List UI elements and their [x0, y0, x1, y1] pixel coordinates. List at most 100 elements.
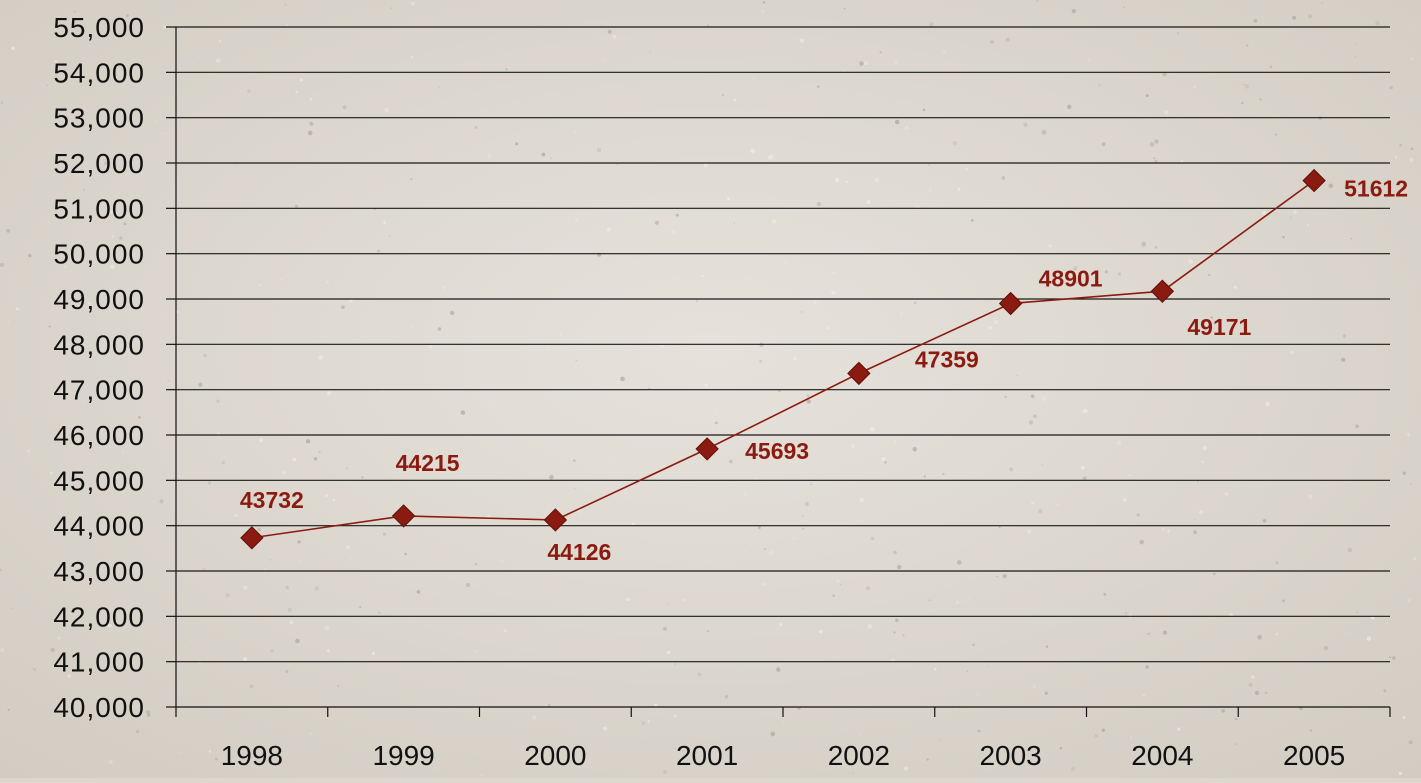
texture-speckle	[846, 180, 849, 184]
texture-speckle	[428, 344, 433, 349]
texture-speckle	[48, 325, 51, 328]
texture-speckle	[1282, 599, 1286, 603]
texture-speckle	[1059, 746, 1063, 750]
texture-speckle	[1159, 346, 1161, 349]
texture-speckle	[1213, 572, 1216, 576]
texture-speckle	[884, 461, 887, 464]
texture-speckle	[1307, 224, 1310, 226]
texture-speckle	[996, 575, 998, 578]
texture-speckle	[167, 380, 169, 382]
texture-speckle	[671, 229, 676, 234]
texture-speckle	[604, 59, 606, 61]
texture-speckle	[298, 560, 302, 564]
texture-speckle	[866, 200, 871, 204]
texture-speckle	[929, 189, 931, 192]
texture-speckle	[73, 10, 76, 13]
texture-speckle	[1358, 189, 1361, 193]
series-line-layer	[251, 179, 1315, 539]
texture-speckle	[1035, 0, 1039, 2]
texture-speckle	[1289, 216, 1292, 219]
texture-speckle	[894, 61, 898, 65]
texture-speckle	[859, 497, 865, 503]
texture-speckle	[1410, 57, 1414, 60]
texture-speckle	[1366, 636, 1372, 641]
texture-speckle	[988, 326, 992, 329]
texture-speckle	[1117, 272, 1122, 276]
texture-speckle	[733, 98, 737, 102]
texture-speckle	[1023, 122, 1028, 127]
texture-speckle	[1202, 445, 1207, 451]
texture-speckle	[881, 457, 886, 461]
y-tick-label: 42,000	[53, 601, 145, 632]
texture-speckle	[1269, 65, 1273, 69]
texture-speckle	[763, 548, 766, 550]
texture-speckle	[767, 155, 772, 160]
texture-speckle	[410, 55, 414, 59]
data-labels: 43732 44215 44126 45693 47359 48901 49171 51612	[240, 176, 1408, 565]
texture-speckle	[1262, 210, 1267, 216]
y-tick-label: 49,000	[53, 284, 145, 315]
texture-speckle	[647, 720, 651, 723]
texture-speckle	[1004, 395, 1007, 398]
texture-speckle	[879, 51, 882, 54]
texture-speckle	[1101, 728, 1106, 732]
texture-speckle	[546, 346, 549, 349]
texture-speckle	[122, 63, 126, 68]
texture-speckle	[33, 667, 37, 671]
texture-speckle	[895, 618, 899, 623]
texture-speckle	[1038, 509, 1043, 514]
texture-speckle	[1389, 656, 1391, 658]
texture-speckle	[154, 119, 157, 122]
texture-speckle	[549, 474, 554, 480]
texture-speckle	[897, 564, 902, 570]
texture-speckle	[1032, 685, 1036, 688]
texture-speckle	[280, 278, 283, 280]
texture-speckle	[1044, 691, 1048, 695]
texture-speckle	[724, 695, 729, 699]
texture-speckle	[1193, 85, 1196, 88]
texture-speckle	[970, 219, 974, 222]
texture-speckle	[754, 476, 757, 479]
texture-speckle	[836, 579, 840, 583]
texture-speckle	[792, 537, 796, 540]
texture-speckle	[1323, 645, 1329, 651]
data-point-marker	[847, 361, 871, 386]
texture-speckle	[1193, 530, 1197, 534]
texture-speckle	[1069, 280, 1074, 285]
texture-speckle	[769, 154, 774, 159]
texture-speckle	[1147, 632, 1150, 636]
texture-speckle	[956, 601, 959, 604]
texture-speckle	[146, 710, 150, 715]
texture-speckle	[105, 381, 108, 384]
texture-speckle	[575, 359, 577, 361]
texture-speckle	[867, 624, 873, 629]
texture-speckle	[372, 652, 375, 655]
texture-speckle	[1122, 498, 1127, 502]
data-label: 44126	[547, 539, 611, 565]
texture-speckle	[1410, 147, 1414, 151]
texture-speckle	[1282, 236, 1285, 239]
texture-speckle	[87, 301, 92, 306]
texture-speckle	[1350, 237, 1353, 240]
texture-speckle	[1345, 633, 1347, 635]
texture-speckle	[541, 152, 546, 157]
texture-speckle	[998, 526, 1001, 529]
texture-speckle	[707, 630, 710, 633]
texture-speckle	[559, 333, 562, 336]
texture-speckle	[1242, 83, 1245, 86]
texture-speckle	[1088, 58, 1091, 61]
texture-speckle	[346, 467, 348, 470]
texture-speckle	[437, 327, 442, 331]
texture-speckle	[1253, 18, 1258, 23]
texture-speckle	[894, 119, 900, 125]
texture-speckle	[607, 29, 612, 34]
texture-speckle	[307, 130, 313, 136]
texture-speckle	[928, 599, 931, 602]
texture-speckle	[295, 638, 300, 644]
texture-speckle	[412, 326, 414, 329]
texture-speckle	[163, 25, 167, 29]
texture-speckle	[1030, 394, 1035, 399]
data-point-marker	[1302, 168, 1326, 193]
texture-speckle	[165, 313, 167, 316]
